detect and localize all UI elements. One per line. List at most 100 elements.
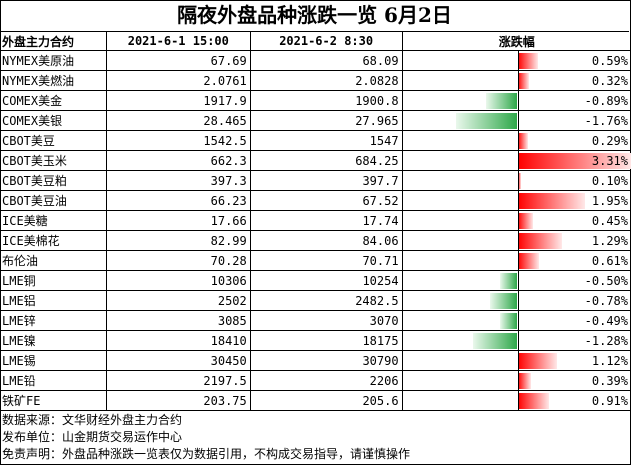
table-row: LME锌 3085 3070 -0.49% <box>0 310 631 331</box>
change-percent: 0.59% <box>591 54 628 68</box>
price-before: 28.465 <box>106 110 251 131</box>
change-percent: -1.28% <box>584 334 628 348</box>
zero-axis <box>517 351 519 370</box>
table-row: CBOT美豆粕 397.3 397.7 0.10% <box>0 170 631 191</box>
contract-name: CBOT美豆 <box>0 130 107 151</box>
change-cell: -1.28% <box>402 330 631 351</box>
change-percent: 0.45% <box>591 214 628 228</box>
zero-axis <box>517 291 519 310</box>
change-bar-down <box>473 333 517 349</box>
change-percent: 0.39% <box>591 374 628 388</box>
price-after: 70.71 <box>250 250 403 271</box>
price-after: 2206 <box>250 370 403 391</box>
table-row: LME铝 2502 2482.5 -0.78% <box>0 290 631 311</box>
price-before: 66.23 <box>106 190 251 211</box>
table-row: LME铜 10306 10254 -0.50% <box>0 270 631 291</box>
change-cell: 0.91% <box>402 390 631 411</box>
change-percent: 3.31% <box>591 154 628 168</box>
price-before: 17.66 <box>106 210 251 231</box>
contract-name: ICE美棉花 <box>0 230 107 251</box>
change-cell: 1.29% <box>402 230 631 251</box>
price-before: 203.75 <box>106 390 251 411</box>
price-before: 2.0761 <box>106 70 251 91</box>
header-change: 涨跌幅 <box>402 32 631 51</box>
contract-name: LME铝 <box>0 290 107 311</box>
header-price2: 2021-6-2 8:30 <box>250 32 403 51</box>
price-after: 2.0828 <box>250 70 403 91</box>
price-before: 1542.5 <box>106 130 251 151</box>
change-percent: 1.12% <box>591 354 628 368</box>
change-bar-down <box>500 313 517 329</box>
contract-name: 布伦油 <box>0 250 107 271</box>
table-row: CBOT美豆 1542.5 1547 0.29% <box>0 130 631 151</box>
price-before: 397.3 <box>106 170 251 191</box>
change-cell: -1.76% <box>402 110 631 131</box>
contract-name: CBOT美玉米 <box>0 150 107 171</box>
price-after: 67.52 <box>250 190 403 211</box>
header-name: 外盘主力合约 <box>0 32 107 51</box>
zero-axis <box>517 331 519 350</box>
zero-axis <box>517 111 519 130</box>
header-price1: 2021-6-1 15:00 <box>106 32 251 51</box>
table-row: CBOT美豆油 66.23 67.52 1.95% <box>0 190 631 211</box>
change-percent: -1.76% <box>584 114 628 128</box>
change-bar-up <box>517 53 538 69</box>
change-bar-up <box>517 173 521 189</box>
zero-axis <box>517 191 519 210</box>
change-cell: 1.95% <box>402 190 631 211</box>
price-after: 397.7 <box>250 170 403 191</box>
table-row: LME镍 18410 18175 -1.28% <box>0 330 631 351</box>
contract-name: COMEX美金 <box>0 90 107 111</box>
change-cell: 0.59% <box>402 50 631 71</box>
change-percent: 0.61% <box>591 254 628 268</box>
change-cell: -0.78% <box>402 290 631 311</box>
price-after: 1900.8 <box>250 90 403 111</box>
change-bar-down <box>486 93 517 109</box>
change-percent: -0.89% <box>584 94 628 108</box>
change-bar-up <box>517 373 531 389</box>
price-after: 205.6 <box>250 390 403 411</box>
zero-axis <box>517 231 519 250</box>
contract-name: COMEX美银 <box>0 110 107 131</box>
price-before: 662.3 <box>106 150 251 171</box>
contract-name: LME锡 <box>0 350 107 371</box>
change-cell: 3.31% <box>402 150 631 171</box>
contract-name: LME铅 <box>0 370 107 391</box>
note-publisher: 发布单位：山金期货交易运作中心 <box>2 430 183 444</box>
change-cell: 0.39% <box>402 370 631 391</box>
change-cell: -0.50% <box>402 270 631 291</box>
change-bar-up <box>517 253 539 269</box>
change-bar-up <box>517 73 529 89</box>
change-cell: 0.61% <box>402 250 631 271</box>
contract-name: ICE美糖 <box>0 210 107 231</box>
table-row: ICE美棉花 82.99 84.06 1.29% <box>0 230 631 251</box>
change-percent: 0.91% <box>591 394 628 408</box>
zero-axis <box>517 91 519 110</box>
price-after: 27.965 <box>250 110 403 131</box>
zero-axis <box>517 71 519 90</box>
contract-name: NYMEX美原油 <box>0 50 107 71</box>
change-percent: 0.29% <box>591 134 628 148</box>
change-bar-up <box>517 233 562 249</box>
zero-axis <box>517 151 519 170</box>
change-percent: 0.32% <box>591 74 628 88</box>
change-bar-up <box>517 153 631 169</box>
price-after: 1547 <box>250 130 403 151</box>
change-cell: 0.10% <box>402 170 631 191</box>
zero-axis <box>517 311 519 330</box>
zero-axis <box>517 251 519 270</box>
footnotes: 数据来源：文华财经外盘主力合约 发布单位：山金期货交易运作中心 免责声明：外盘品… <box>2 412 410 463</box>
zero-axis <box>517 211 519 230</box>
price-before: 1917.9 <box>106 90 251 111</box>
price-after: 10254 <box>250 270 403 291</box>
table-row: ICE美糖 17.66 17.74 0.45% <box>0 210 631 231</box>
price-after: 17.74 <box>250 210 403 231</box>
contract-name: NYMEX美燃油 <box>0 70 107 91</box>
table-row: LME铅 2197.5 2206 0.39% <box>0 370 631 391</box>
change-percent: 1.29% <box>591 234 628 248</box>
price-after: 18175 <box>250 330 403 351</box>
change-cell: -0.89% <box>402 90 631 111</box>
price-before: 18410 <box>106 330 251 351</box>
price-before: 82.99 <box>106 230 251 251</box>
table-row: NYMEX美燃油 2.0761 2.0828 0.32% <box>0 70 631 91</box>
